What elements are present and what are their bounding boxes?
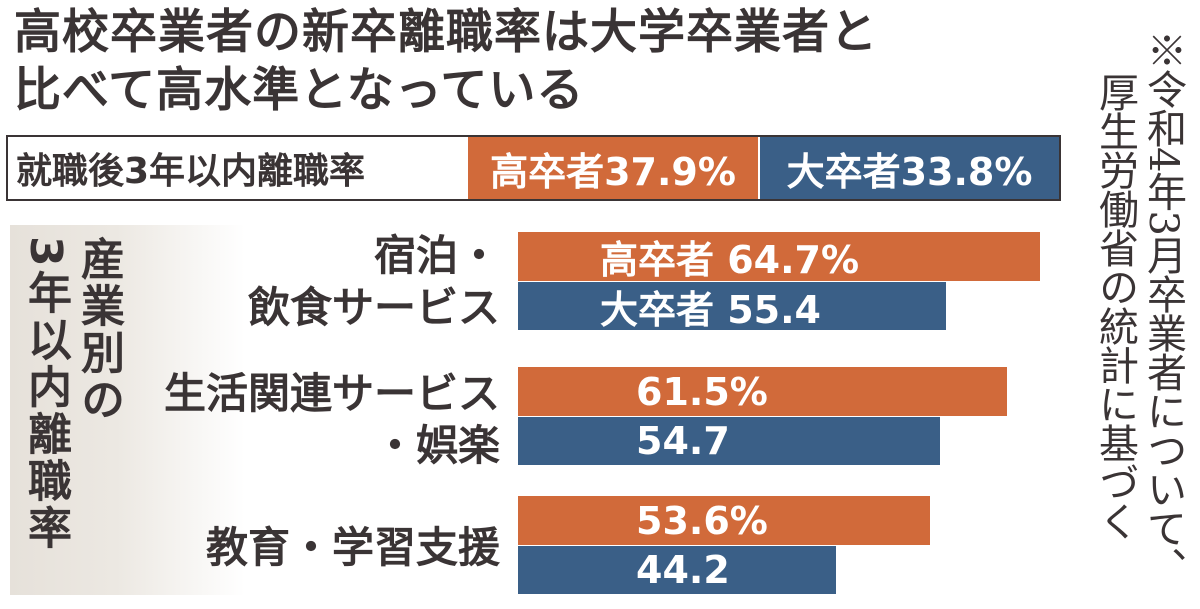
bar-university-lodging: 大卒者 55.4 xyxy=(518,281,946,332)
bar-value: 54.7 xyxy=(636,419,730,463)
overall-summary-box: 就職後3年以内離職率 高卒者37.9% 大卒者33.8% xyxy=(6,135,1061,201)
summary-label: 就職後3年以内離職率 xyxy=(16,151,366,192)
side-label-col2: 3年以内離職率 xyxy=(20,236,71,552)
summary-high-school: 高卒者37.9% xyxy=(468,137,758,199)
bar-value: 61.5% xyxy=(636,369,768,414)
bar-high-school-living-services: 61.5% xyxy=(518,367,1007,416)
title-line-2: 比べて高水準となっている xyxy=(14,63,585,118)
category-label-line: 飲食サービス xyxy=(247,283,500,332)
bar-value: 高卒者 64.7% xyxy=(600,238,860,282)
category-label-lodging: 宿泊・ 飲食サービス xyxy=(248,230,500,334)
bar-university-education: 44.2 xyxy=(518,545,836,594)
category-label-living-services: 生活関連サービス ・娯楽 xyxy=(164,368,500,472)
category-label-line: ・娯楽 xyxy=(373,421,500,470)
note-col2: 厚生労働省の統計に基づく xyxy=(1092,72,1138,540)
summary-university: 大卒者33.8% xyxy=(758,137,1059,199)
category-label-line: 教育・学習支援 xyxy=(205,523,500,572)
bar-value: 大卒者 55.4 xyxy=(600,287,821,332)
category-label-line: 生活関連サービス xyxy=(163,369,500,418)
bar-university-living-services: 54.7 xyxy=(518,416,940,465)
bar-value: 44.2 xyxy=(636,548,730,592)
side-label-col1: 産業別の xyxy=(73,236,124,424)
side-label-panel xyxy=(10,225,245,595)
category-label-education: 教育・学習支援 xyxy=(206,522,500,574)
bar-high-school-lodging: 高卒者 64.7% xyxy=(518,232,1040,282)
title-line-1: 高校卒業者の新卒離職率は大学卒業者と xyxy=(14,5,878,60)
bar-high-school-education: 53.6% xyxy=(518,496,930,545)
chart-title: 高校卒業者の新卒離職率は大学卒業者と 比べて高水準となっている xyxy=(14,4,878,120)
category-label-line: 宿泊・ xyxy=(373,231,500,280)
note-col1: ※令和4年3月卒業者について、 xyxy=(1140,30,1186,586)
bar-value: 53.6% xyxy=(636,498,768,543)
